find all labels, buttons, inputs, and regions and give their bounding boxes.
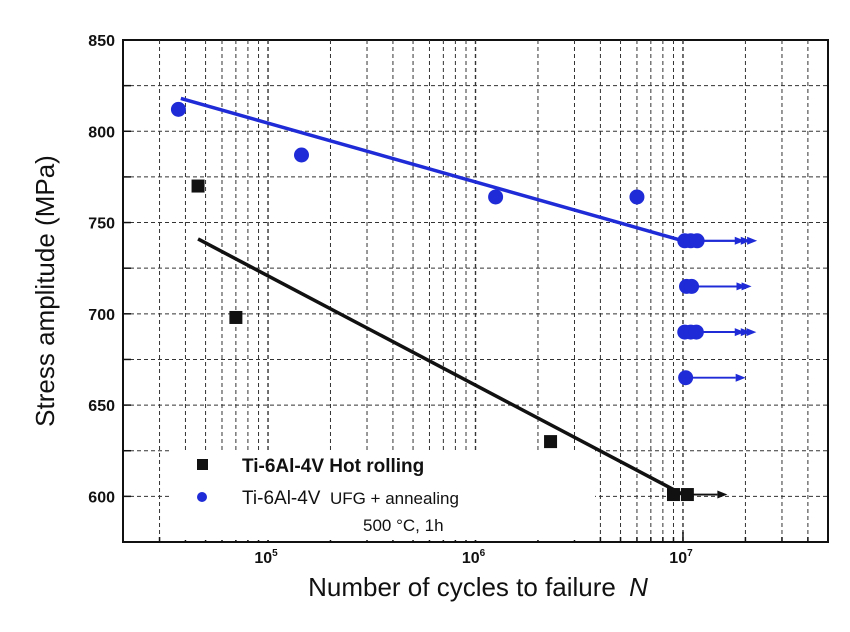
runout-arrowhead-hot-rolling <box>717 490 728 499</box>
x-tick-label: 107 <box>669 548 693 567</box>
data-point-ufg-annealing <box>294 147 310 163</box>
legend-label-process: UFG + annealing <box>330 489 459 508</box>
x-tick-labels: 105 106 107 <box>254 548 693 567</box>
data-point-hot-rolling <box>680 488 694 502</box>
x-tick-label-base: 10 <box>254 550 272 567</box>
x-tick-label: 105 <box>254 548 278 567</box>
data-point-ufg-annealing <box>629 189 645 205</box>
legend-background <box>170 450 595 540</box>
runout-arrowhead-ufg-annealing <box>746 328 757 337</box>
legend-label-alloy: Ti-6Al-4V <box>242 488 321 509</box>
data-point-ufg-annealing <box>488 189 504 205</box>
x-tick-label-exponent: 5 <box>272 548 278 559</box>
y-tick-label: 750 <box>88 216 115 233</box>
legend-label-condition: 500 °C, 1h <box>363 516 444 535</box>
y-tick-label: 700 <box>88 307 115 324</box>
runout-arrowhead-ufg-annealing <box>747 236 758 245</box>
data-point-hot-rolling <box>544 435 558 449</box>
legend-marker-hot-rolling <box>197 459 208 470</box>
y-tick-label: 850 <box>88 33 115 50</box>
y-tick-labels: 600 650 700 750 800 850 <box>88 33 115 506</box>
data-point-ufg-annealing <box>684 278 700 294</box>
legend-label-ufg-annealing: Ti-6Al-4V UFG + annealing <box>242 488 459 509</box>
x-tick-label-base: 10 <box>669 550 687 567</box>
legend-marker-ufg-annealing <box>197 492 207 502</box>
data-point-ufg-annealing <box>170 101 186 117</box>
data-point-ufg-annealing <box>678 370 694 386</box>
y-tick-label: 800 <box>88 124 115 141</box>
data-point-hot-rolling <box>229 310 243 324</box>
fit-line-hot-rolling <box>197 237 684 497</box>
y-tick-label: 650 <box>88 398 115 415</box>
x-axis-title: Number of cycles to failure N <box>308 572 648 602</box>
legend-label-hot-rolling: Ti-6Al-4V Hot rolling <box>242 456 424 477</box>
legend: Ti-6Al-4V Hot rolling Ti-6Al-4V UFG + an… <box>170 450 595 540</box>
x-axis-title-variable: N <box>629 572 648 602</box>
data-point-ufg-annealing <box>688 324 704 340</box>
data-point-hot-rolling <box>191 179 205 193</box>
data-point-hot-rolling <box>666 488 680 502</box>
runout-arrowhead-ufg-annealing <box>741 282 752 291</box>
data-point-ufg-annealing <box>689 233 705 249</box>
fit-lines <box>180 96 684 497</box>
x-tick-label: 106 <box>462 548 486 567</box>
fit-line-ufg-annealing <box>180 96 684 243</box>
y-tick-label: 600 <box>88 489 115 506</box>
data-points <box>170 101 705 502</box>
x-axis-title-text: Number of cycles to failure <box>308 572 616 602</box>
x-tick-label-exponent: 7 <box>687 548 693 559</box>
runout-arrows <box>684 236 758 499</box>
y-axis-title: Stress amplitude (MPa) <box>30 155 60 427</box>
runout-arrowhead-ufg-annealing <box>735 373 746 382</box>
x-tick-label-exponent: 6 <box>480 548 486 559</box>
x-tick-label-base: 10 <box>462 550 480 567</box>
